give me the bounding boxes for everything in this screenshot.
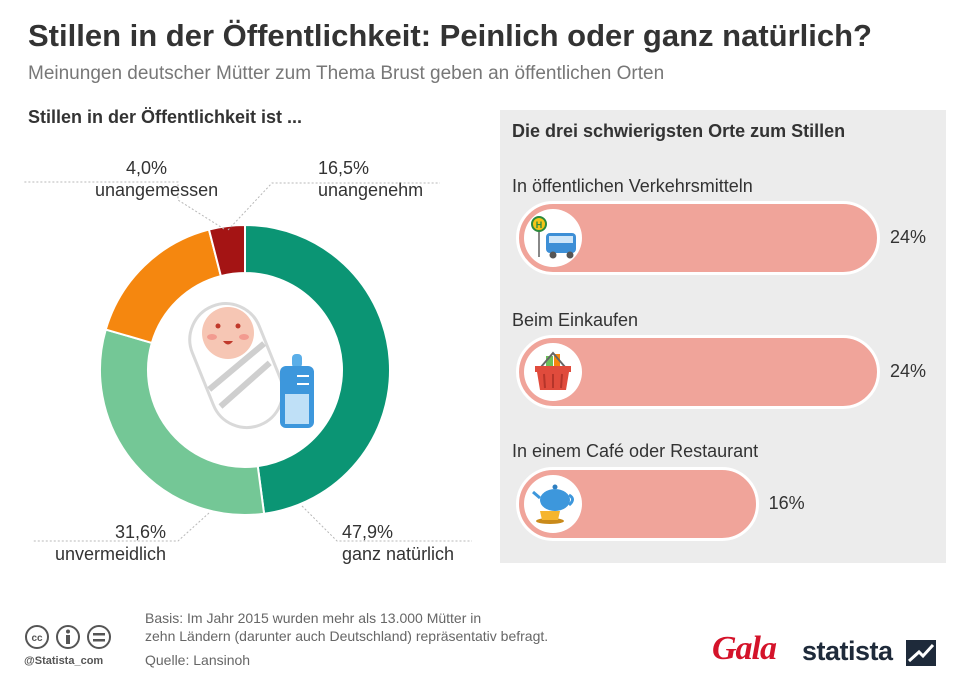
leader-line-unangemessen: [24, 181, 225, 230]
slice-value-unvermeidlich: 31,6%: [114, 522, 166, 542]
bar-value-transport: 24%: [890, 227, 927, 247]
chart-title: Stillen in der Öffentlichkeit: Peinlich …: [28, 18, 872, 53]
shopping-basket-icon: [524, 343, 582, 401]
footer-source: Quelle: Lansinoh: [145, 652, 251, 668]
no-derivatives-icon: [87, 625, 111, 649]
leader-line-ganz-natuerlich: [301, 505, 472, 542]
panel-heading: Die drei schwierigsten Orte zum Stillen: [512, 121, 846, 141]
attribution-icon: [56, 625, 80, 649]
donut-slice-unangemessen: [207, 223, 246, 278]
leader-line-unangenehm: [227, 182, 440, 231]
bus-stop-icon: H: [524, 209, 582, 267]
bar-transport: H: [516, 201, 880, 275]
footer-basis-line1: Basis: Im Jahr 2015 wurden mehr als 13.0…: [145, 610, 482, 626]
statista-logo-mark: [906, 640, 936, 666]
teapot-cup-icon: [524, 475, 582, 533]
footer-basis-line2: zehn Ländern (darunter auch Deutschland)…: [145, 628, 549, 644]
leader-line-unvermeidlich: [32, 512, 210, 542]
svg-text:cc: cc: [31, 633, 43, 644]
slice-value-unangemessen: 4,0%: [125, 158, 167, 178]
slice-name-unangenehm: unangenehm: [318, 180, 424, 200]
place-label-shopping: Beim Einkaufen: [512, 310, 639, 330]
slice-name-unvermeidlich: unvermeidlich: [54, 544, 166, 564]
slice-value-ganz-natuerlich: 47,9%: [342, 522, 394, 542]
place-label-cafe: In einem Café oder Restaurant: [512, 441, 759, 461]
statista-handle: @Statista_com: [24, 655, 104, 667]
license-icons: cc: [24, 623, 124, 656]
bar-shopping: [516, 335, 880, 409]
svg-text:H: H: [536, 220, 543, 230]
baby-illustration: [188, 302, 314, 430]
slice-label-unangemessen: 4,0% unangemessen: [95, 157, 219, 201]
bar-value-cafe: 16%: [768, 493, 805, 513]
slice-name-unangemessen: unangemessen: [95, 180, 219, 200]
slice-label-unvermeidlich: 31,6% unvermeidlich: [30, 521, 166, 565]
donut-slice-unvermeidlich: [99, 328, 266, 516]
places-panel: Die drei schwierigsten Orte zum Stillen …: [500, 110, 946, 563]
bar-value-shopping: 24%: [890, 361, 927, 381]
gala-logo: Gala: [712, 630, 777, 667]
slice-name-ganz-natuerlich: ganz natürlich: [342, 544, 455, 564]
slice-value-unangenehm: 16,5%: [318, 158, 370, 178]
bar-cafe: [516, 467, 759, 541]
slice-label-unangenehm: 16,5% unangenehm: [318, 157, 423, 201]
statista-logo: statista: [802, 636, 893, 666]
slice-label-ganz-natuerlich: 47,9% ganz natürlich: [342, 521, 454, 565]
donut-chart: [24, 181, 472, 542]
place-label-transport: In öffentlichen Verkehrsmitteln: [512, 176, 753, 196]
cc-icon: cc: [25, 625, 49, 649]
donut-heading: Stillen in der Öffentlichkeit ist ...: [28, 107, 303, 127]
donut-slice-ganz-natuerlich: [244, 223, 392, 515]
chart-subtitle: Meinungen deutscher Mütter zum Thema Bru…: [28, 63, 665, 84]
